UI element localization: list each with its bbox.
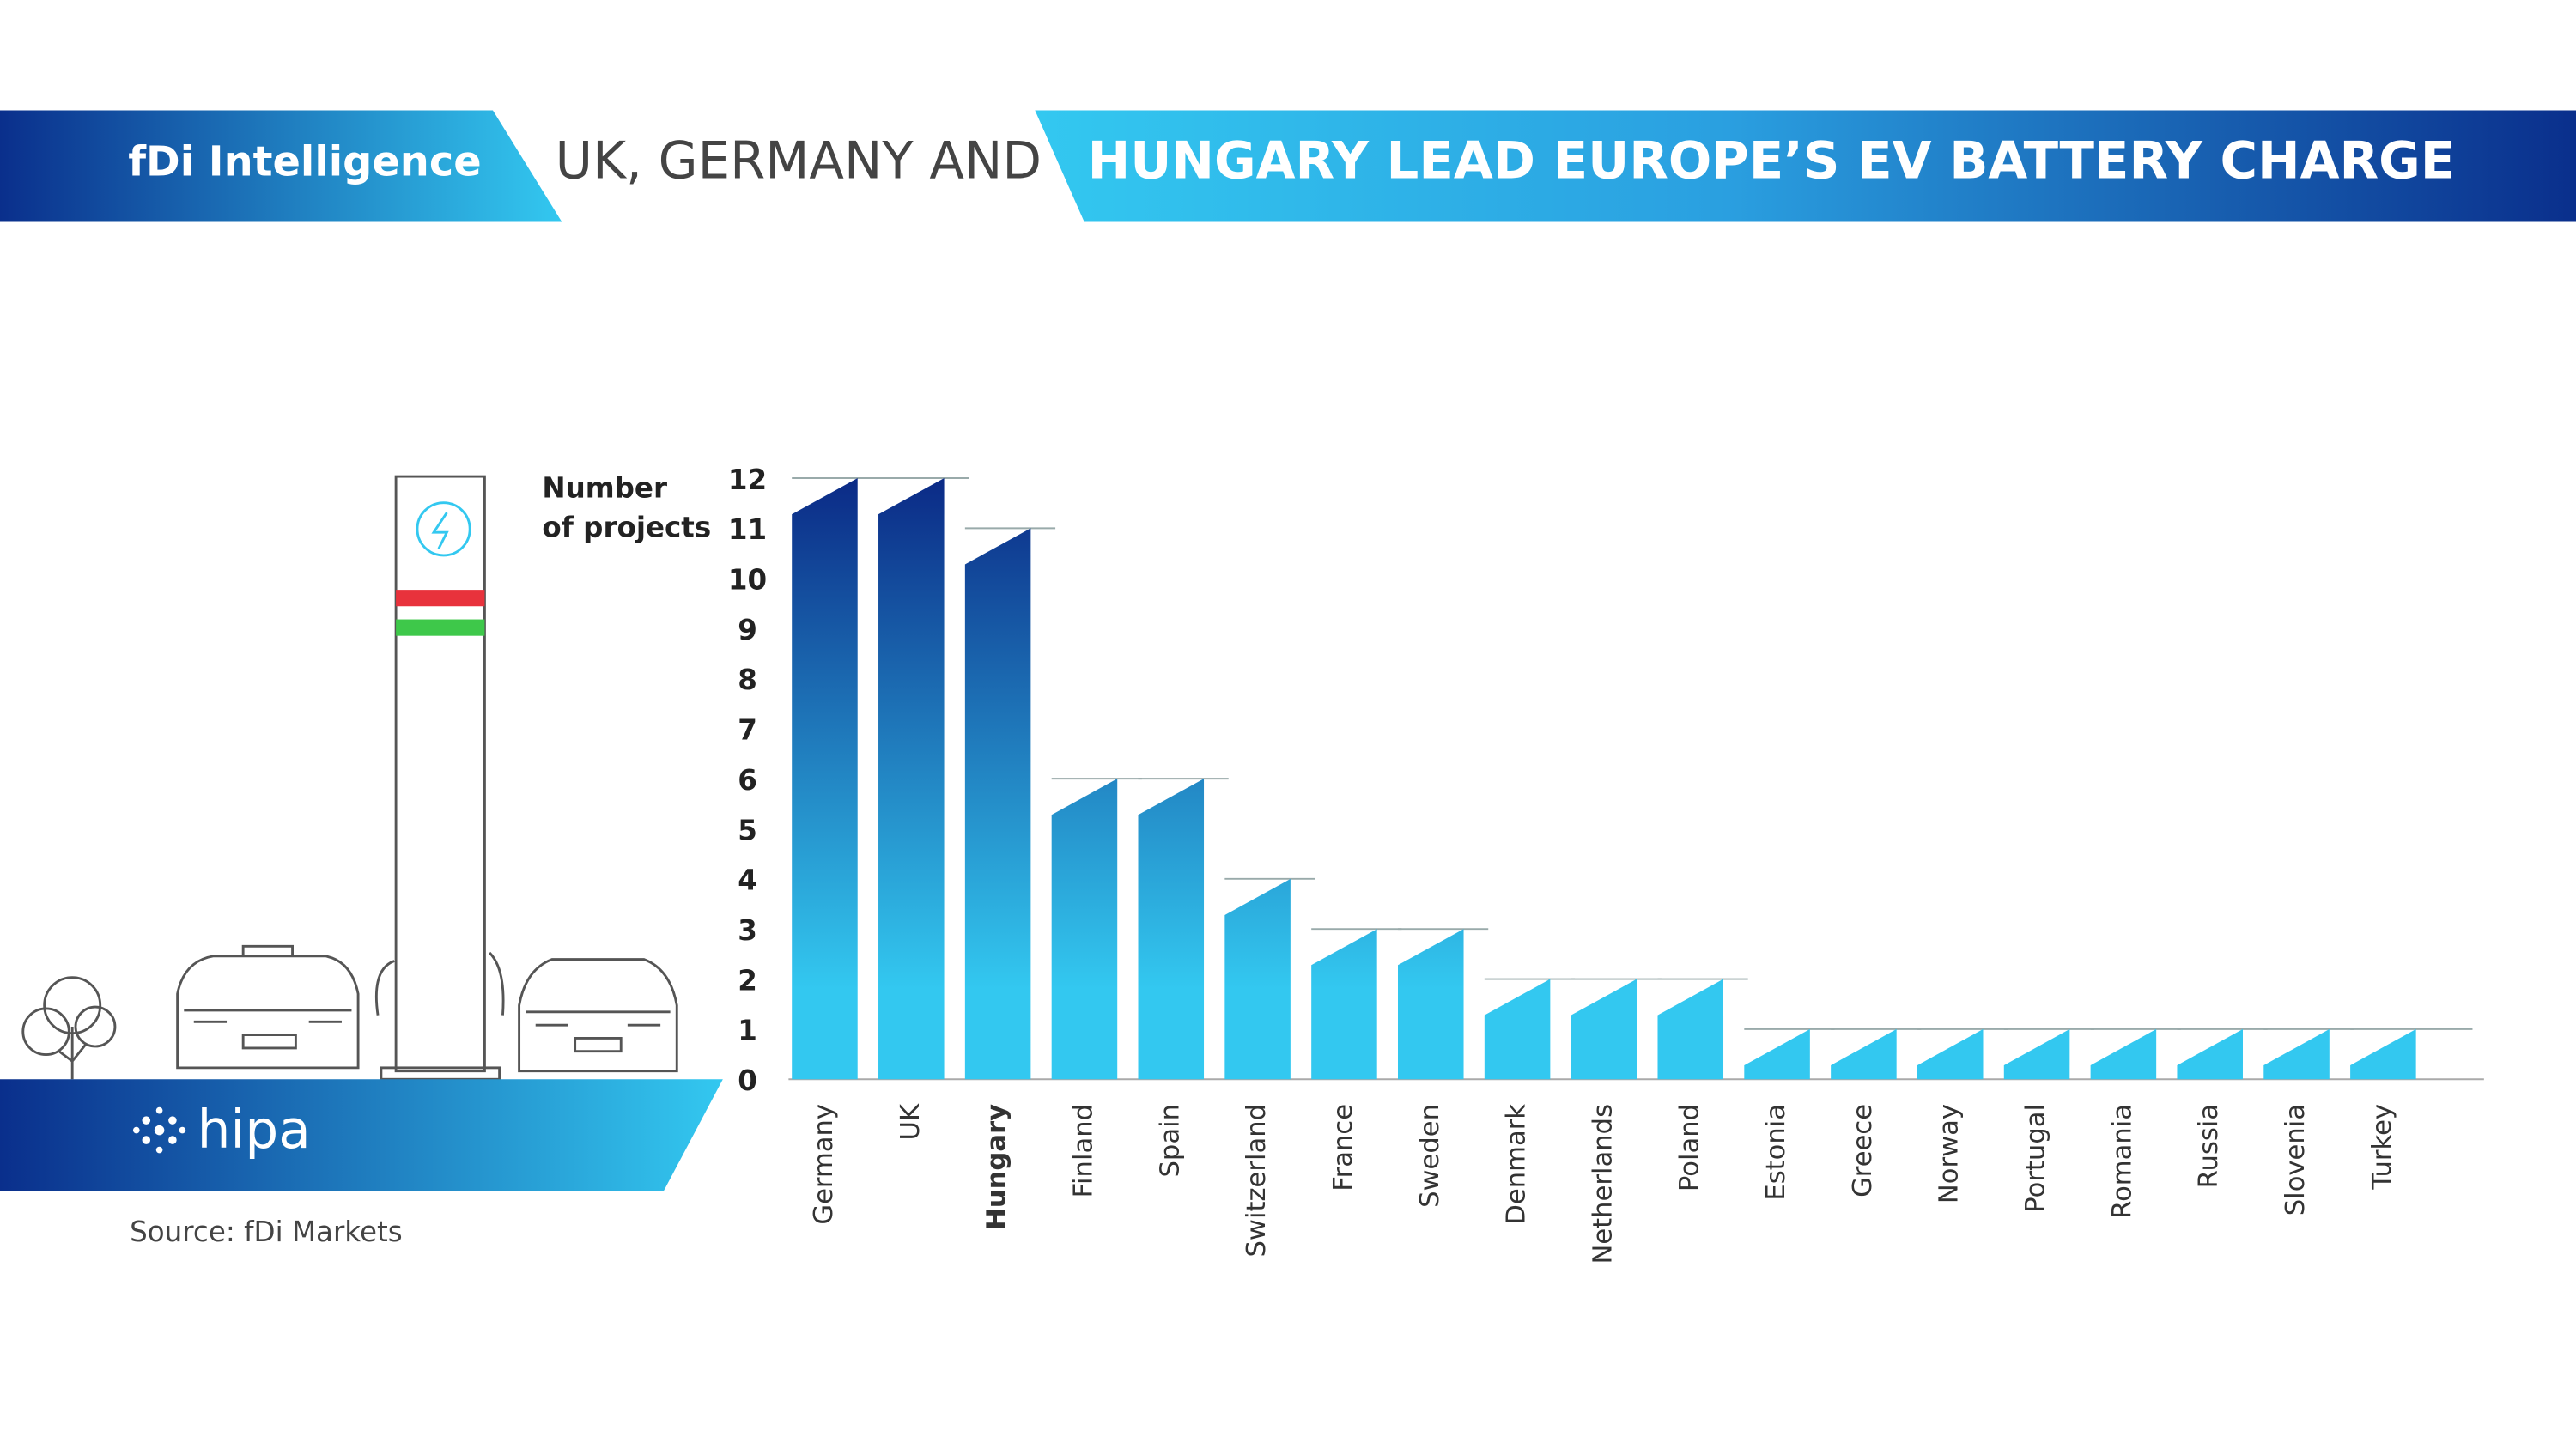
charger: [394, 475, 486, 1073]
title-part1: UK, GERMANY AND: [556, 131, 1042, 191]
x-tick-label: Poland: [1674, 1104, 1704, 1191]
x-tick-label: Romania: [2107, 1104, 2137, 1219]
bar: [2003, 1028, 2070, 1080]
bar: [1138, 779, 1205, 1080]
tree-trunk: [58, 1027, 87, 1080]
x-tick-label: Netherlands: [1588, 1104, 1618, 1264]
bar: [792, 478, 858, 1080]
bar: [878, 478, 945, 1080]
title-part2: HUNGARY LEAD EUROPE’S EV BATTERY CHARGE: [1088, 131, 2456, 191]
bar: [1051, 779, 1118, 1080]
y-tick-label: 7: [738, 714, 757, 747]
charge-icon: [416, 501, 471, 557]
x-tick-label: Norway: [1935, 1104, 1965, 1203]
bar: [1484, 979, 1551, 1080]
logo-mark: [132, 1106, 186, 1154]
bar: [1397, 929, 1464, 1080]
y-tick-label: 4: [738, 864, 757, 897]
y-tick-label: 5: [738, 814, 757, 846]
x-tick-label: Portugal: [2021, 1104, 2051, 1213]
bar: [2263, 1028, 2330, 1080]
y-tick-label: 11: [728, 513, 767, 546]
bar: [1657, 979, 1724, 1080]
header-band-left: [0, 110, 562, 222]
x-tick-label: Greece: [1848, 1104, 1878, 1197]
x-tick-label: Sweden: [1415, 1104, 1445, 1208]
bar: [1224, 878, 1291, 1080]
y-tick-label: 8: [738, 664, 757, 696]
x-tick-label: Denmark: [1502, 1104, 1532, 1225]
x-tick-label: Spain: [1155, 1104, 1185, 1178]
header: fDi Intelligence UK, GERMANY AND HUNGARY…: [0, 110, 2576, 222]
bar: [2090, 1028, 2157, 1080]
x-tick-label: Germany: [809, 1104, 839, 1225]
flag-red: [396, 590, 485, 607]
brand: fDi Intelligence: [128, 139, 481, 186]
x-tick-label: Switzerland: [1242, 1104, 1272, 1258]
y-axis-label: Number: [542, 471, 667, 504]
y-tick-label: 9: [738, 614, 757, 646]
header-band-right: [1035, 110, 2576, 222]
x-tick-label: Slovenia: [2281, 1104, 2311, 1216]
y-tick-label: 1: [738, 1015, 757, 1047]
bar: [964, 528, 1031, 1080]
x-tick-label: France: [1328, 1104, 1358, 1191]
bar: [1831, 1028, 1897, 1080]
x-tick-label: Finland: [1068, 1104, 1098, 1197]
footer: hipa Source: fDi Markets: [0, 1079, 723, 1248]
chart: Number of projects 0123456789101112Germa…: [542, 464, 2484, 1264]
y-tick-label: 6: [738, 764, 757, 797]
car-right: [518, 958, 678, 1073]
logo-text: hipa: [197, 1100, 311, 1161]
x-tick-label: Russia: [2194, 1104, 2224, 1188]
tree: [74, 1005, 117, 1048]
source: Source: fDi Markets: [130, 1216, 403, 1248]
bar: [2350, 1028, 2416, 1080]
x-tick-label: Turkey: [2367, 1104, 2397, 1191]
y-tick-label: 12: [728, 464, 767, 496]
y-tick-label: 0: [738, 1064, 757, 1097]
x-tick-label: Estonia: [1761, 1104, 1791, 1201]
y-axis-label: of projects: [542, 511, 711, 543]
illustration: [21, 475, 678, 1081]
bar: [1744, 1028, 1810, 1080]
bar: [2177, 1028, 2243, 1080]
x-tick-label: Hungary: [982, 1104, 1012, 1230]
y-tick-label: 2: [738, 964, 757, 997]
bar: [1917, 1028, 1984, 1080]
car-left: [176, 944, 360, 1070]
y-tick-label: 3: [738, 914, 757, 947]
footer-band: [0, 1079, 723, 1191]
bar: [1311, 929, 1377, 1080]
flag-green: [396, 619, 485, 636]
bolt: [431, 512, 449, 549]
tree: [21, 1007, 70, 1057]
y-tick-label: 10: [728, 564, 767, 597]
cables: [374, 951, 505, 1016]
x-tick-label: UK: [896, 1103, 926, 1140]
tree: [43, 976, 102, 1035]
bar: [1571, 979, 1637, 1080]
